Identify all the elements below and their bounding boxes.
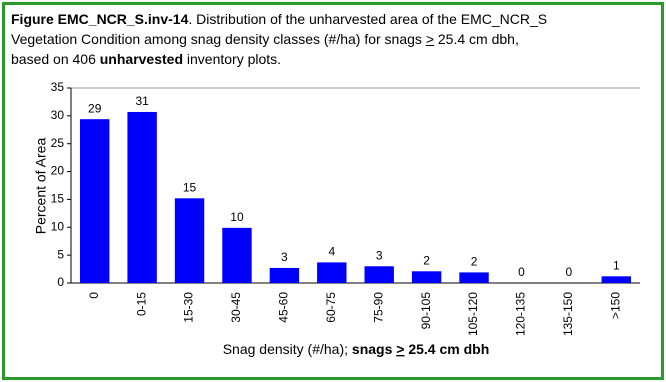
x-tick-label: 105-120 (466, 292, 480, 336)
y-tick-label: 30 (51, 108, 65, 122)
x-tick-label: 60-75 (324, 292, 338, 323)
bar (80, 119, 110, 283)
value-label: 0 (518, 265, 525, 279)
x-title-part: > (396, 341, 404, 357)
caption-text: based on 406 (11, 51, 100, 67)
y-tick-label: 0 (57, 275, 64, 289)
y-tick-label: 25 (51, 136, 65, 150)
y-axis-title: Percent of Area (33, 138, 49, 235)
caption-text: > (425, 31, 434, 47)
caption-text: inventory plots. (183, 51, 282, 67)
value-label: 1 (613, 258, 620, 272)
bar (411, 271, 442, 283)
value-label: 15 (183, 180, 197, 194)
value-label: 2 (423, 253, 430, 267)
x-tick-label: 120-135 (514, 292, 528, 336)
x-tick-label: 15-30 (182, 292, 196, 323)
x-tick-label: >150 (608, 292, 622, 319)
y-tick-label: 5 (57, 247, 64, 261)
caption-text: Vegetation Condition among snag density … (11, 31, 426, 47)
x-axis-title: Snag density (#/ha); snags > 25.4 cm dbh (223, 341, 490, 357)
bar (174, 198, 205, 283)
x-title-part: snags (352, 341, 396, 357)
x-tick-label: 0-15 (134, 292, 148, 316)
value-label: 31 (135, 94, 149, 108)
caption: Figure EMC_NCR_S.inv-14. Distribution of… (11, 9, 547, 69)
caption-text: 25.4 cm dbh, (434, 31, 519, 47)
caption-line: Figure EMC_NCR_S.inv-14. Distribution of… (11, 9, 547, 29)
caption-text: Figure EMC_NCR_S.inv-14 (11, 11, 189, 27)
y-tick-label: 15 (51, 192, 65, 206)
x-title-part: Snag density (#/ha); (223, 341, 352, 357)
x-tick-label: 135-150 (561, 292, 575, 336)
bar (459, 272, 489, 283)
caption-text: . Distribution of the unharvested area o… (188, 11, 548, 27)
bar (601, 276, 631, 283)
caption-line: based on 406 unharvested inventory plots… (11, 49, 547, 69)
x-tick-label: 90-105 (419, 292, 433, 330)
value-label: 0 (566, 265, 573, 279)
bar (222, 227, 252, 283)
bar (364, 266, 394, 283)
x-tick-label: 0 (87, 292, 101, 299)
bar (317, 262, 347, 283)
x-tick-label: 30-45 (229, 292, 243, 323)
value-label: 4 (328, 245, 335, 259)
value-label: 3 (281, 250, 288, 264)
bar (127, 111, 157, 283)
bar (269, 267, 300, 283)
y-tick-label: 35 (51, 80, 65, 94)
x-tick-label: 45-60 (277, 292, 291, 323)
caption-line: Vegetation Condition among snag density … (11, 29, 547, 49)
value-label: 29 (88, 101, 102, 115)
y-tick-label: 10 (51, 219, 65, 233)
caption-text: unharvested (99, 51, 183, 67)
value-label: 2 (471, 255, 478, 269)
x-title-part: 25.4 cm dbh (404, 341, 489, 357)
x-tick-label: 75-90 (371, 292, 385, 323)
y-tick-label: 20 (51, 164, 65, 178)
value-label: 10 (230, 210, 244, 224)
value-label: 3 (376, 248, 383, 262)
